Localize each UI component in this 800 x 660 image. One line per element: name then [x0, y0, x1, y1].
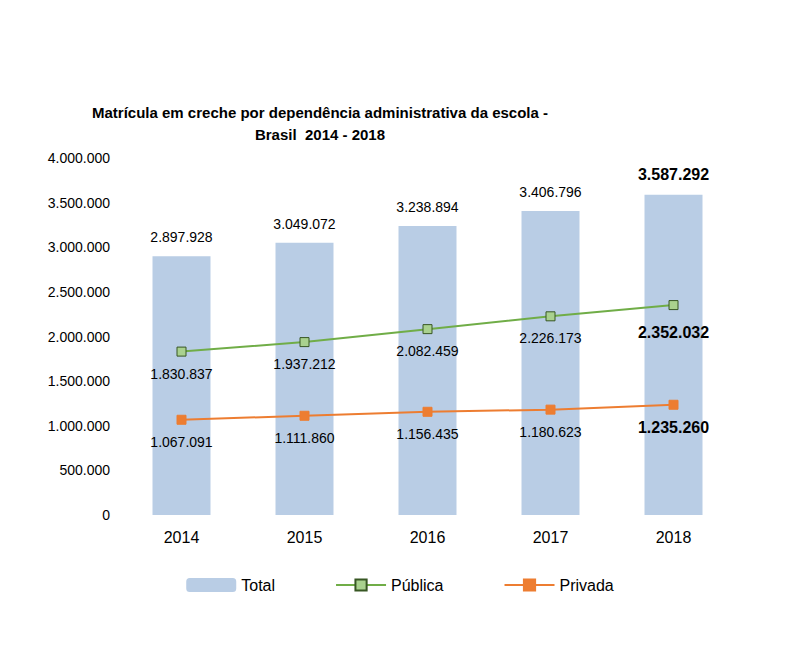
svg-text:2015: 2015 — [287, 529, 323, 546]
svg-text:2.897.928: 2.897.928 — [150, 229, 212, 245]
svg-text:Matrícula em creche por depend: Matrícula em creche por dependência admi… — [92, 104, 548, 121]
svg-text:1.000.000: 1.000.000 — [48, 418, 110, 434]
svg-text:3.000.000: 3.000.000 — [48, 239, 110, 255]
svg-text:1.067.091: 1.067.091 — [150, 434, 212, 450]
svg-text:2.352.032: 2.352.032 — [638, 324, 709, 341]
svg-text:4.000.000: 4.000.000 — [48, 150, 110, 166]
svg-text:1.180.623: 1.180.623 — [519, 424, 581, 440]
svg-text:Total: Total — [241, 577, 275, 594]
svg-text:3.587.292: 3.587.292 — [638, 166, 709, 183]
svg-text:3.238.894: 3.238.894 — [396, 199, 458, 215]
svg-text:Pública: Pública — [391, 577, 444, 594]
svg-text:Privada: Privada — [560, 577, 614, 594]
svg-text:3.049.072: 3.049.072 — [273, 216, 335, 232]
svg-text:1.500.000: 1.500.000 — [48, 373, 110, 389]
svg-text:500.000: 500.000 — [59, 462, 110, 478]
svg-text:Brasil 2014 - 2018: Brasil 2014 - 2018 — [255, 126, 385, 143]
svg-text:1.235.260: 1.235.260 — [638, 419, 709, 436]
svg-text:1.937.212: 1.937.212 — [273, 356, 335, 372]
svg-text:2.082.459: 2.082.459 — [396, 343, 458, 359]
svg-text:2.226.173: 2.226.173 — [519, 330, 581, 346]
svg-text:2014: 2014 — [164, 529, 200, 546]
svg-text:2018: 2018 — [656, 529, 692, 546]
svg-text:2017: 2017 — [533, 529, 569, 546]
svg-text:3.406.796: 3.406.796 — [519, 184, 581, 200]
svg-text:1.156.435: 1.156.435 — [396, 426, 458, 442]
svg-text:1.830.837: 1.830.837 — [150, 366, 212, 382]
svg-text:2.000.000: 2.000.000 — [48, 329, 110, 345]
svg-text:2.500.000: 2.500.000 — [48, 284, 110, 300]
svg-text:0: 0 — [102, 507, 110, 523]
svg-text:3.500.000: 3.500.000 — [48, 195, 110, 211]
svg-text:1.111.860: 1.111.860 — [274, 430, 334, 446]
svg-text:2016: 2016 — [410, 529, 446, 546]
